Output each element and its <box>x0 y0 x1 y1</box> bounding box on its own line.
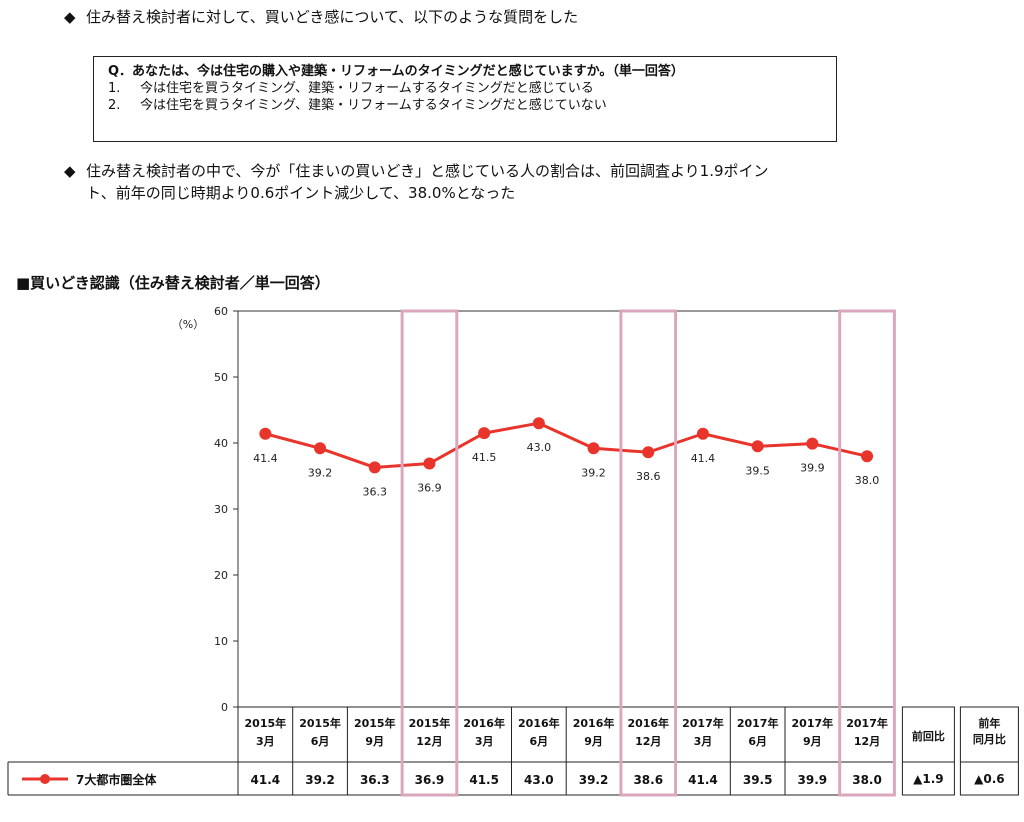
x-category-month: 6月 <box>748 735 767 748</box>
x-category-year: 2016年 <box>518 716 560 730</box>
x-category-month: 3月 <box>256 735 275 748</box>
table-value: 43.0 <box>524 773 554 787</box>
data-point <box>532 417 545 430</box>
extra-column-box <box>901 706 955 796</box>
data-point <box>587 442 600 455</box>
data-point <box>423 457 436 470</box>
x-category-month: 3月 <box>694 735 713 748</box>
table-value: 41.5 <box>469 773 499 787</box>
x-category-year: 2015年 <box>409 716 451 730</box>
table-value: 39.2 <box>579 773 609 787</box>
y-tick-label: 50 <box>214 371 228 384</box>
data-label: 38.6 <box>636 470 661 483</box>
question-option: 1. 今は住宅を買うタイミング、建築・リフォームするタイミングだと感じている <box>108 80 822 97</box>
y-tick-label: 20 <box>214 569 228 582</box>
table-value: 38.6 <box>633 773 663 787</box>
x-category-month: 9月 <box>365 735 384 748</box>
data-label: 41.4 <box>691 452 716 465</box>
x-category-month: 9月 <box>584 735 603 748</box>
intro-bullet: ◆ 住み替え検討者に対して、買いどき感について、以下のような質問をした <box>64 6 578 28</box>
x-category-month: 12月 <box>854 735 880 748</box>
y-tick-label: 0 <box>221 701 228 714</box>
data-point <box>314 442 327 455</box>
data-point <box>806 437 819 450</box>
question-option: 2. 今は住宅を買うタイミング、建築・リフォームするタイミングだと感じていない <box>108 97 822 114</box>
highlight-box <box>838 309 896 797</box>
y-tick-label: 60 <box>214 305 228 318</box>
x-category-month: 9月 <box>803 735 822 748</box>
data-label: 39.2 <box>581 466 606 479</box>
data-label: 38.0 <box>855 474 880 487</box>
data-point <box>478 427 491 440</box>
result-text-line: ト、前年の同じ時期より0.6ポイント減少して、38.0%となった <box>86 184 516 202</box>
result-text-line: 住み替え検討者の中で、今が「住まいの買いどき」と感じている人の割合は、前回調査よ… <box>86 162 769 180</box>
x-category-year: 2017年 <box>846 716 888 730</box>
data-point <box>642 446 655 459</box>
data-point <box>259 427 272 440</box>
table-value: 41.4 <box>251 773 281 787</box>
y-tick-label: 10 <box>214 635 228 648</box>
x-category-year: 2016年 <box>573 716 615 730</box>
x-category-year: 2017年 <box>682 716 724 730</box>
extra-column-value: ▲0.6 <box>974 772 1005 786</box>
x-category-year: 2017年 <box>737 716 779 730</box>
result-bullet: ◆ 住み替え検討者の中で、今が「住まいの買いどき」と感じている人の割合は、前回調… <box>64 160 769 204</box>
result-text: 住み替え検討者の中で、今が「住まいの買いどき」と感じている人の割合は、前回調査よ… <box>86 160 769 204</box>
table-value: 39.2 <box>305 773 335 787</box>
intro-text: 住み替え検討者に対して、買いどき感について、以下のような質問をした <box>86 8 579 26</box>
option-text: 今は住宅を買うタイミング、建築・リフォームするタイミングだと感じている <box>140 81 594 96</box>
y-tick-label: 30 <box>214 503 228 516</box>
x-category-year: 2015年 <box>354 716 396 730</box>
table-value: 38.0 <box>852 773 882 787</box>
extra-column-header: 前回比 <box>912 729 945 743</box>
table-value: 39.5 <box>743 773 773 787</box>
data-point <box>861 450 874 463</box>
x-category-month: 6月 <box>530 735 549 748</box>
data-point <box>368 461 381 474</box>
x-category-year: 2015年 <box>245 716 287 730</box>
data-label: 36.3 <box>363 485 388 498</box>
highlight-box <box>619 309 678 797</box>
legend-label: 7大都市圏全体 <box>76 772 157 787</box>
x-category-year: 2016年 <box>463 716 505 730</box>
section-title: ■買いどき認識（住み替え検討者／単一回答） <box>16 274 330 292</box>
series-line <box>264 421 868 469</box>
data-point <box>696 427 709 440</box>
x-category-year: 2017年 <box>792 716 834 730</box>
data-label: 36.9 <box>417 481 442 494</box>
highlight-box <box>400 309 459 797</box>
data-label: 39.2 <box>308 466 333 479</box>
question-text: Q．あなたは、今は住宅の購入や建築・リフォームのタイミングだと感じていますか。（… <box>108 64 684 79</box>
y-tick-label: 40 <box>214 437 228 450</box>
table-value: 36.3 <box>360 773 390 787</box>
x-category-month: 12月 <box>635 735 661 748</box>
extra-column-box <box>959 706 1019 796</box>
option-number: 2. <box>108 98 121 113</box>
x-category-month: 12月 <box>416 735 442 748</box>
y-unit-label: （%） <box>172 318 204 331</box>
diamond-bullet-icon: ◆ <box>64 8 76 26</box>
x-category-year: 2015年 <box>299 716 341 730</box>
data-label: 39.9 <box>800 462 825 475</box>
table-value: 36.9 <box>415 773 445 787</box>
diamond-bullet-icon: ◆ <box>64 162 76 180</box>
data-label: 39.5 <box>745 464 770 477</box>
extra-column-value: ▲1.9 <box>913 772 944 786</box>
x-category-year: 2016年 <box>627 716 669 730</box>
table-value: 39.9 <box>798 773 828 787</box>
x-category-month: 6月 <box>311 735 330 748</box>
legend-marker <box>40 774 50 784</box>
data-label: 43.0 <box>527 441 552 454</box>
option-text: 今は住宅を買うタイミング、建築・リフォームするタイミングだと感じていない <box>140 98 607 113</box>
extra-column-header: 前年 <box>978 716 1000 730</box>
extra-column-header: 同月比 <box>973 732 1006 746</box>
option-number: 1. <box>108 81 121 96</box>
data-label: 41.5 <box>472 451 497 464</box>
question-box: Q．あなたは、今は住宅の購入や建築・リフォームのタイミングだと感じていますか。（… <box>93 56 837 142</box>
data-point <box>751 440 764 453</box>
data-label: 41.4 <box>253 452 278 465</box>
x-category-month: 3月 <box>475 735 494 748</box>
table-value: 41.4 <box>688 773 718 787</box>
